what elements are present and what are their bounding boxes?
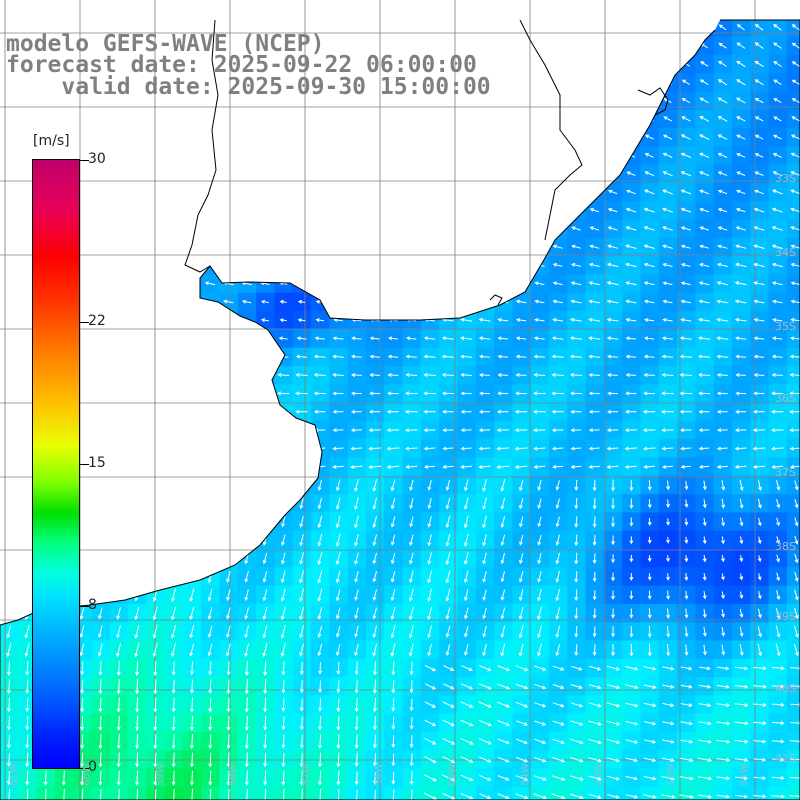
model-title: modelo GEFS-WAVE (NCEP): [6, 31, 325, 57]
forecast-date: forecast date: 2025-09-22 06:00:00: [6, 52, 477, 78]
latitude-label: 40S: [775, 682, 796, 695]
colorbar: [32, 159, 80, 769]
longitude-label: 58W: [228, 763, 239, 786]
colorbar-tick: [79, 605, 89, 607]
latitude-label: 39S: [775, 610, 796, 623]
longitude-label: 54W: [520, 763, 531, 786]
longitude-label: 61W: [9, 763, 20, 786]
border-uruguay: [184, 19, 219, 273]
longitude-label: 55W: [447, 763, 458, 786]
colorbar-unit: [m/s]: [33, 133, 70, 149]
longitude-label: 51W: [739, 763, 750, 786]
latitude-label: 41S: [775, 752, 796, 765]
longitude-label: 53W: [593, 763, 604, 786]
colorbar-tick: [79, 464, 89, 465]
coastline: [0, 19, 800, 800]
longitude-label: 52W: [666, 763, 677, 786]
latitude-label: 34S: [775, 246, 796, 259]
longitude-label: 59W: [155, 763, 166, 786]
colorbar-tick: [79, 322, 89, 324]
latitude-label: 33S: [775, 172, 796, 185]
colorbar-tick: [79, 160, 89, 161]
latitude-label: 36S: [775, 392, 796, 405]
longitude-label: 57W: [301, 763, 312, 786]
colorbar-tick-label: 22: [88, 313, 106, 330]
valid-date: valid date: 2025-09-30 15:00:00: [6, 74, 491, 100]
border-north: [519, 19, 583, 241]
longitude-label: 60W: [82, 763, 93, 786]
colorbar-tick-label: 8: [88, 596, 97, 613]
island: [489, 294, 503, 306]
colorbar-tick-label: 15: [88, 455, 106, 471]
latitude-label: 35S: [775, 320, 796, 333]
longitude-label: 56W: [374, 763, 385, 786]
lagoon: [637, 87, 669, 116]
colorbar-tick-label: 0: [88, 759, 97, 775]
colorbar-tick: [79, 768, 89, 769]
colorbar-tick-label: 30: [88, 151, 106, 167]
latitude-label: 38S: [775, 540, 796, 553]
latitude-label: 37S: [775, 466, 796, 479]
